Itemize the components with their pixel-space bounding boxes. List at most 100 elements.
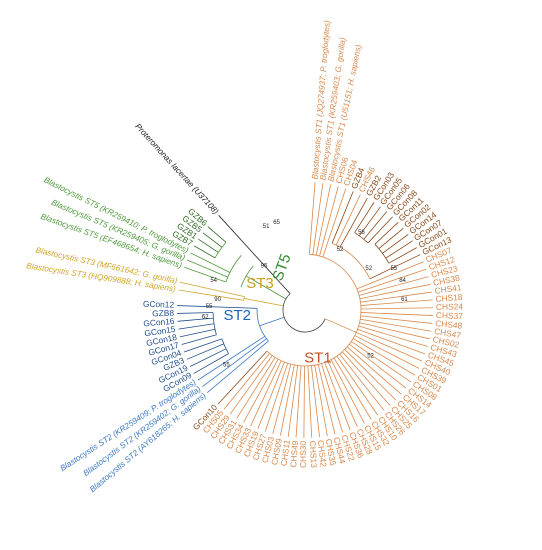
leaf-branch [367, 216, 393, 244]
leaf-branch [184, 266, 226, 283]
internal-arc [212, 312, 217, 335]
leaf-branch [385, 240, 413, 259]
leaf-branch [358, 206, 381, 236]
bootstrap-value: 84 [399, 278, 406, 284]
bootstrap-value: 65 [273, 220, 280, 226]
leaf-branch [346, 346, 402, 395]
leaf-branch [314, 365, 328, 437]
internal-arc [354, 232, 369, 244]
clade-stem-st3 [244, 298, 284, 307]
leaf-branch [218, 215, 282, 284]
clade-labels: ST1 ST2 ST3 ST5 [224, 252, 332, 367]
leaf-branch [250, 360, 282, 427]
bootstrap-value: 61 [401, 297, 408, 303]
leaf-branch [324, 362, 351, 430]
leaf-branch [360, 312, 433, 316]
internal-arc [374, 243, 390, 264]
bootstrap-value: 62 [202, 315, 209, 321]
tip-label: Proteromonas lacertae (U37108) [133, 122, 220, 216]
tip-label: GCon12 [143, 299, 175, 310]
leaf-branch [236, 357, 276, 419]
leaf-branch [179, 328, 216, 338]
leaf-branch [307, 365, 313, 438]
bootstrap-value: 51 [263, 224, 270, 230]
clade-label-st2: ST2 [224, 307, 252, 324]
leaf-branch [197, 335, 266, 381]
leaf-branch [217, 350, 268, 405]
leaf-branch [322, 188, 347, 258]
leaf-branch [352, 338, 416, 376]
clade-stem-st2 [259, 316, 285, 327]
leaf-branch [341, 351, 391, 406]
internal-arc [331, 242, 371, 279]
leaf-branch [177, 305, 258, 309]
bootstrap-value: 55 [206, 304, 213, 310]
leaf-branch [207, 226, 227, 243]
leaf-branch [193, 353, 229, 374]
leaf-branch [382, 234, 409, 254]
tip-label: GCon15 [144, 324, 177, 339]
leaf-branch [207, 340, 269, 394]
leaf-branch [331, 191, 354, 244]
leaf-branch [357, 328, 426, 355]
leaf-branch [359, 322, 430, 340]
clade-label-st5: ST5 [269, 252, 294, 284]
leaf-branch [257, 361, 285, 430]
leaf-branch [339, 198, 368, 248]
leaf-branch [181, 334, 217, 345]
leaf-branch [319, 186, 339, 257]
leaf-branch [360, 315, 433, 324]
leaf-branch [310, 365, 320, 438]
leaf-branch [360, 299, 433, 306]
tip-label: CHS24 [436, 301, 464, 311]
leaf-branch [358, 325, 428, 347]
leaf-branch [183, 338, 222, 353]
leaf-branch [229, 355, 273, 415]
leaf-branch [369, 254, 421, 280]
leaf-branch [336, 355, 379, 416]
clade-label-st3: ST3 [246, 275, 274, 292]
tip-label: CHS48 [435, 318, 463, 331]
leaf-branch [335, 194, 361, 246]
tip-label: CHS37 [436, 310, 464, 321]
leaf-branch [264, 363, 288, 432]
leaf-branch [308, 182, 316, 255]
tree-branches [177, 182, 433, 438]
leaf-branch [187, 259, 228, 278]
tip-label: CHS11 [279, 439, 292, 467]
leaf-branch [223, 353, 270, 410]
bootstrap-value: 55 [223, 363, 230, 369]
leaf-branch [321, 363, 344, 433]
leaf-branch [357, 268, 427, 293]
leaf-branch [327, 360, 358, 427]
internal-arc [225, 255, 242, 283]
leaf-branch [186, 343, 224, 360]
tip-label: CHS35 [324, 438, 339, 467]
bootstrap-value: 90 [214, 297, 221, 303]
bootstrap-value: 54 [210, 278, 217, 284]
leaf-branch [358, 276, 429, 296]
leaf-branch [190, 252, 231, 273]
clade-arc-st5 [240, 265, 254, 288]
leaf-branch [194, 245, 216, 259]
leaf-branch [287, 365, 299, 437]
tip-label: Blastocystis ST2 (KR259402; G. gorilla) [82, 384, 203, 478]
leaf-branch [356, 261, 424, 290]
leaf-branch [178, 289, 244, 301]
leaf-branch [356, 332, 423, 362]
bootstrap-value: 95 [261, 264, 268, 270]
leaf-branch [177, 312, 214, 314]
internal-arc [221, 338, 229, 354]
leaf-branch [374, 221, 399, 245]
leaf-branch [359, 283, 431, 300]
tip-label: GCon16 [143, 316, 175, 329]
tip-label: CHS42 [316, 439, 329, 467]
leaf-branch [280, 364, 295, 436]
clade-stem-st1 [324, 318, 357, 333]
leaf-branch [202, 232, 223, 248]
leaf-branch [177, 317, 214, 322]
tip-label: CHS47 [433, 326, 462, 340]
leaf-branch [339, 353, 385, 411]
